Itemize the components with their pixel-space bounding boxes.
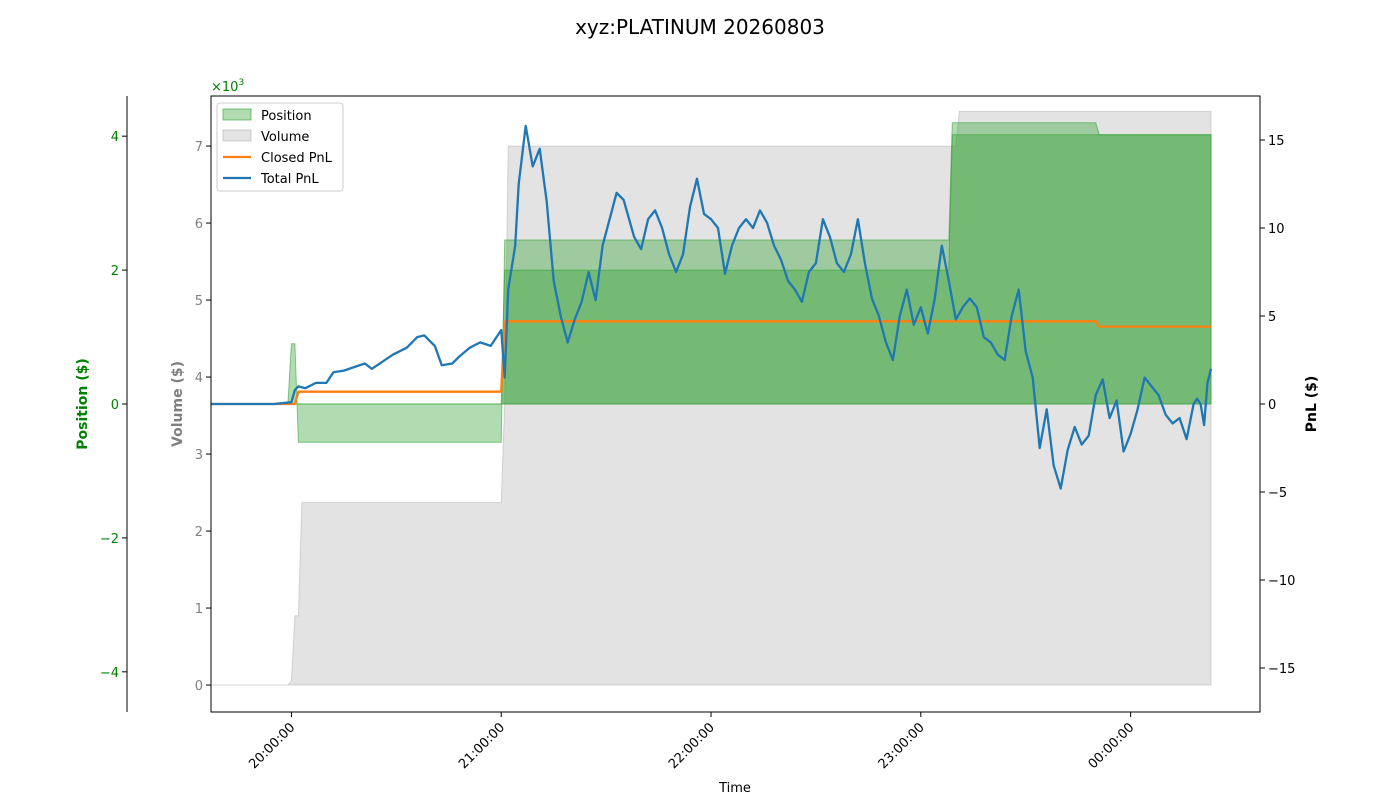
volume-tick-label-2: 1 xyxy=(195,602,203,617)
chart-title: xyz:PLATINUM 20260803 xyxy=(575,15,825,39)
x-axis-label: Time xyxy=(718,781,751,796)
legend-swatch-1 xyxy=(222,108,252,121)
pnl-tick-label-6: −10 xyxy=(1268,574,1295,589)
series-1-area xyxy=(211,110,1212,686)
volume-tick-label-1: 0 xyxy=(195,679,203,694)
volume-tick-label-5: 4 xyxy=(195,371,203,386)
plot-area xyxy=(211,110,1213,686)
legend-label-2: Volume xyxy=(261,130,309,145)
legend-swatch-2 xyxy=(222,129,252,142)
x-tick-label-4: 23:00:00 xyxy=(876,720,928,772)
legend-label-1: Position xyxy=(261,109,312,124)
position-tick-label-1: 4 xyxy=(111,130,119,145)
pnl-axis-label: PnL ($) xyxy=(1304,376,1320,433)
pnl-tick-label-7: −15 xyxy=(1268,662,1295,677)
legend-frame xyxy=(216,102,344,192)
legend: Position Volume Closed PnL Total PnL xyxy=(216,102,344,192)
x-tick-label-5: 00:00:00 xyxy=(1086,720,1138,772)
pnl-tick-label-4: 0 xyxy=(1268,398,1276,413)
legend-label-4: Total PnL xyxy=(260,172,319,187)
x-tick-label-1: 20:00:00 xyxy=(246,720,298,772)
pnl-tick-label-5: −5 xyxy=(1268,486,1287,501)
position-scale-label: ×103 xyxy=(211,78,244,95)
volume-axis-label: Volume ($) xyxy=(170,361,186,447)
x-tick-label-2: 21:00:00 xyxy=(456,720,508,772)
volume-tick-label-6: 5 xyxy=(195,294,203,309)
legend-label-3: Closed PnL xyxy=(261,151,333,166)
volume-tick-label-8: 7 xyxy=(195,140,203,155)
x-tick-label-3: 22:00:00 xyxy=(666,720,718,772)
series-5-line xyxy=(211,124,1213,490)
volume-tick-label-7: 6 xyxy=(195,217,203,232)
position-tick-label-3: 0 xyxy=(111,398,119,413)
pnl-tick-label-2: 10 xyxy=(1268,222,1285,237)
pnl-tick-label-1: 15 xyxy=(1268,134,1285,149)
volume-tick-label-3: 2 xyxy=(195,525,203,540)
pnl-tick-label-3: 5 xyxy=(1268,310,1276,325)
position-tick-label-4: −2 xyxy=(100,532,119,547)
position-tick-label-5: −4 xyxy=(100,666,119,681)
position-tick-label-2: 2 xyxy=(111,264,119,279)
position-axis-label: Position ($) xyxy=(75,358,91,450)
position-scale-base: ×10 xyxy=(211,80,238,95)
volume-tick-label-4: 3 xyxy=(195,448,203,463)
position-scale-exponent: 3 xyxy=(238,78,244,88)
